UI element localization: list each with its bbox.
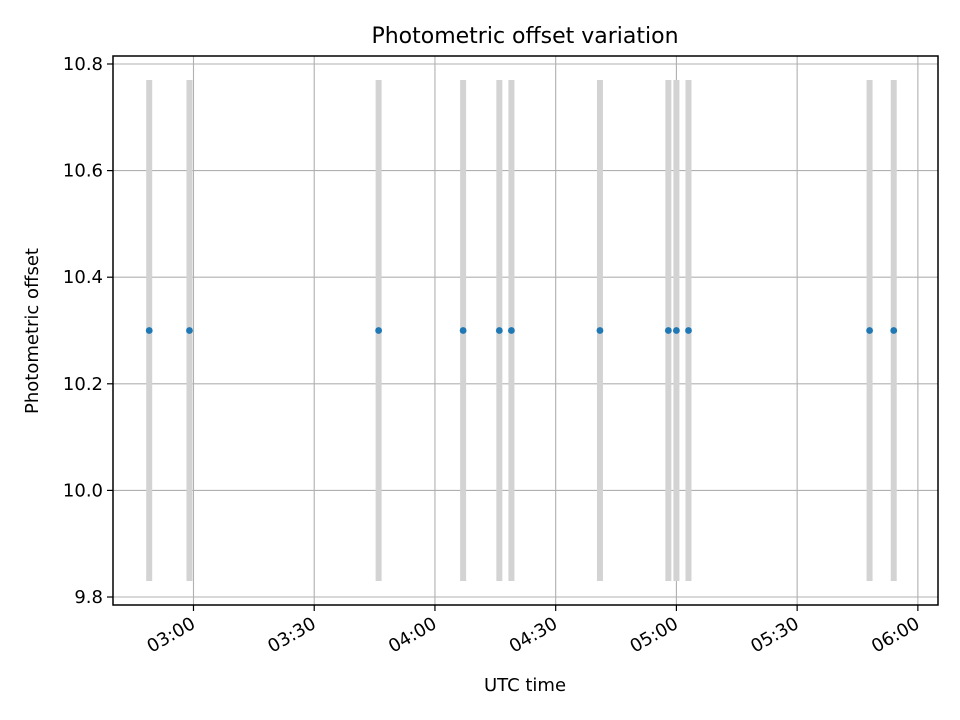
x-axis-label: UTC time [484, 675, 566, 696]
y-tick-label: 10.0 [63, 480, 103, 501]
data-point [664, 327, 672, 334]
x-tick-label: 04:00 [385, 613, 440, 657]
data-point [673, 327, 680, 334]
y-tick-label: 9.8 [74, 587, 103, 608]
data-point [508, 327, 515, 334]
y-tick-label: 10.2 [63, 374, 103, 395]
data-point [685, 327, 692, 334]
data-point [495, 327, 503, 334]
x-tick-label: 06:00 [868, 613, 923, 657]
plot-frame [112, 55, 939, 606]
error-bars [146, 79, 897, 582]
x-tick-label: 05:30 [747, 613, 802, 657]
y-tick-label: 10.4 [63, 267, 103, 288]
data-point [459, 327, 467, 334]
x-axis-ticks: 03:00 03:30 04:00 04:30 05:00 05:30 06:00 [144, 605, 923, 657]
data-point [866, 327, 873, 334]
x-tick-label: 03:30 [264, 613, 319, 657]
y-axis-label: Photometric offset [22, 248, 43, 414]
x-tick-label: 05:00 [626, 613, 681, 657]
x-tick-label: 04:30 [506, 613, 561, 657]
y-tick-label: 10.6 [63, 161, 103, 182]
data-points [145, 327, 898, 334]
chart-title: Photometric offset variation [371, 24, 678, 49]
x-tick-label: 03:00 [144, 613, 199, 657]
data-point [596, 327, 604, 334]
data-point [145, 327, 153, 334]
y-axis-ticks: 9.8 10.0 10.2 10.4 10.6 10.8 [63, 54, 113, 608]
grid-lines [113, 56, 938, 605]
data-point [890, 327, 898, 334]
data-point [186, 327, 193, 334]
y-tick-label: 10.8 [63, 54, 103, 75]
data-point [375, 327, 383, 334]
